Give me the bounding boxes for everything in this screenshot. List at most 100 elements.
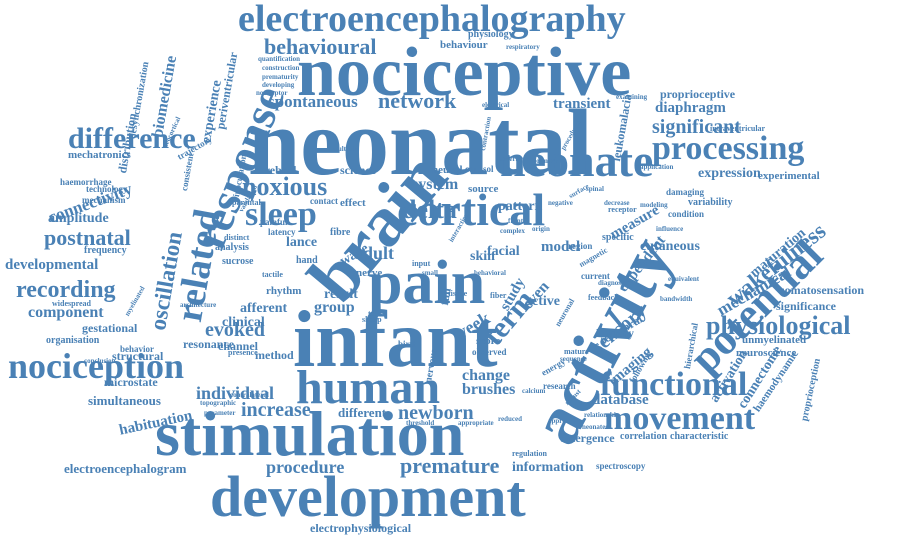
- word: rhythm: [266, 285, 302, 297]
- word: primary: [533, 157, 558, 165]
- word: spontaneous: [268, 92, 358, 111]
- word: amplitude: [48, 211, 109, 226]
- word: mechanism: [82, 195, 126, 205]
- word: healthy: [596, 326, 635, 340]
- word: facial: [487, 244, 520, 259]
- word: mature: [564, 347, 589, 356]
- word: afferent: [240, 301, 288, 316]
- word: unmyelinated: [742, 334, 807, 346]
- word: relationship: [584, 411, 620, 419]
- word: microstate: [104, 375, 158, 389]
- word: result: [324, 287, 358, 302]
- word: component: [28, 304, 104, 321]
- word: pattern: [498, 199, 543, 214]
- word: nerve: [356, 267, 383, 279]
- word: presence: [228, 348, 258, 357]
- word: behavioral: [474, 269, 506, 277]
- word: influence: [656, 225, 684, 233]
- word: score: [476, 335, 501, 347]
- word: bandwidth: [660, 295, 693, 303]
- word: condition: [668, 209, 705, 219]
- word: nociception: [8, 346, 184, 386]
- word: channel: [218, 339, 259, 353]
- word: somatosensation: [780, 283, 865, 297]
- word: science: [340, 163, 376, 177]
- word: movement: [604, 400, 756, 437]
- word: application: [640, 163, 674, 171]
- word: severity: [500, 155, 524, 163]
- word: emergence: [560, 431, 615, 445]
- word: technology: [86, 184, 128, 194]
- word: behaviour: [440, 39, 488, 51]
- word: mechatronics: [68, 149, 131, 161]
- word: equivalent: [668, 275, 700, 283]
- word: neonatal: [248, 91, 593, 195]
- word: developmental: [5, 257, 99, 273]
- word: premature: [400, 453, 500, 478]
- word: observed: [472, 347, 507, 357]
- word: respiratory: [506, 43, 540, 51]
- word: tissue: [448, 289, 468, 298]
- word: electrophysiological: [310, 521, 412, 535]
- word: spinal: [586, 185, 604, 193]
- word: research: [543, 381, 576, 391]
- word: modeling: [640, 201, 668, 209]
- word: prematurity: [262, 73, 299, 81]
- word: method: [255, 348, 294, 362]
- word: pain: [368, 249, 486, 317]
- word: birth: [398, 339, 418, 349]
- word: individual: [196, 383, 275, 403]
- word: sequence: [560, 355, 587, 363]
- word: multiple: [332, 145, 357, 153]
- word: gestational: [82, 321, 138, 335]
- word: noxious: [242, 172, 328, 201]
- word: system: [412, 176, 459, 193]
- word: frequency: [84, 245, 127, 256]
- word: organisation: [46, 335, 100, 346]
- word: database: [592, 392, 649, 408]
- word: expression: [698, 166, 761, 181]
- word: different: [338, 405, 387, 420]
- word: variability: [688, 197, 733, 208]
- word: delta: [402, 195, 457, 224]
- word: fiber: [490, 291, 507, 300]
- word: information: [512, 460, 584, 475]
- word: negative: [548, 199, 573, 207]
- word: skin: [470, 249, 495, 264]
- word: current: [581, 271, 610, 281]
- word: cortisol: [465, 164, 494, 174]
- word: characteristic: [670, 431, 729, 442]
- word: resonance: [183, 337, 235, 351]
- word: fibre: [330, 227, 351, 238]
- word: nociceptive: [297, 34, 632, 111]
- word: region: [568, 241, 593, 251]
- word: newborn: [398, 402, 474, 424]
- word: neonates: [582, 423, 609, 431]
- word: electroencephalography: [238, 0, 626, 40]
- word: nociceptor: [256, 89, 288, 97]
- word: brushes: [462, 381, 516, 398]
- word: spectroscopy: [596, 461, 646, 471]
- word: analysis: [215, 242, 249, 253]
- word: cerebral: [254, 163, 297, 177]
- word: processing: [652, 130, 805, 167]
- word: cutaneous: [640, 239, 700, 254]
- word: stimulation: [155, 398, 465, 469]
- word: behavioural: [264, 34, 377, 59]
- word: cortical: [397, 184, 546, 235]
- word: procedure: [266, 457, 345, 477]
- word: neuroscience: [736, 347, 797, 359]
- word: parental: [232, 198, 261, 207]
- word: developing: [262, 81, 295, 89]
- word: simultaneous: [88, 393, 161, 408]
- word: difference: [68, 122, 196, 155]
- word: diaphragm: [655, 100, 726, 116]
- word: quantification: [258, 55, 301, 63]
- word: proprioceptive: [660, 87, 736, 101]
- word: contact: [310, 196, 338, 206]
- word: electrical: [482, 101, 510, 109]
- word: adult: [354, 243, 395, 263]
- word: intraventricular: [710, 124, 766, 133]
- word: contralateral: [230, 391, 269, 399]
